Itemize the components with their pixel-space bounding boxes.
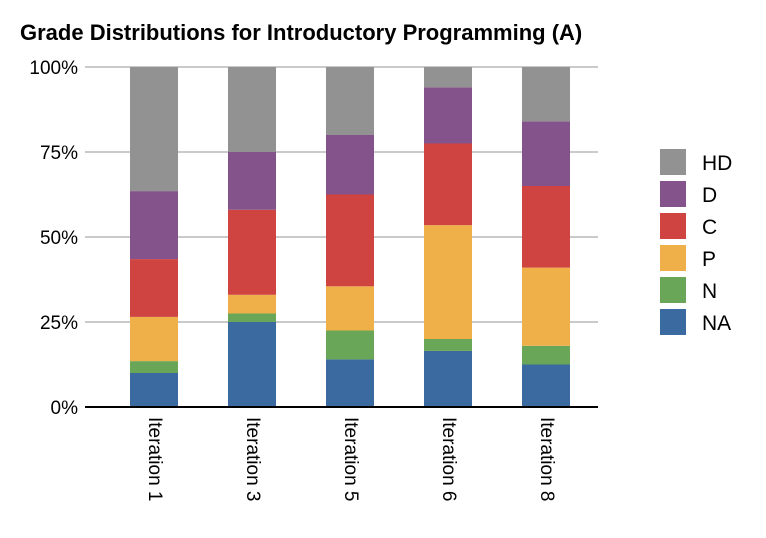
legend-swatch-c [660,213,686,239]
bar-segment-na-5 [522,364,570,407]
bar-segment-hd-1 [130,67,178,192]
bars [130,67,570,407]
legend-swatch-d [660,181,686,207]
y-tick-label: 0% [51,398,79,419]
chart-title: Grade Distributions for Introductory Pro… [20,20,582,45]
bar-segment-p-2 [228,294,276,314]
bar-segment-c-5 [522,186,570,268]
legend-label: N [702,280,717,303]
y-tick-label: 75% [40,143,78,164]
bar-segment-hd-5 [522,67,570,122]
y-tick-label: 25% [40,313,78,334]
bar-segment-p-4 [424,225,472,339]
y-tick-label: 100% [29,58,78,79]
legend-label: D [702,184,717,207]
y-axis-tick-labels: 0% 25% 50% 75% 100% [29,58,78,419]
bar-segment-hd-4 [424,67,472,88]
legend-swatch-p [660,245,686,271]
legend-swatch-na [660,309,686,335]
bar-segment-na-2 [228,322,276,407]
x-category-label: Iteration 5 [340,417,361,502]
bar-segment-d-1 [130,191,178,260]
bar-segment-c-4 [424,143,472,226]
bar-segment-hd-3 [326,67,374,135]
x-category-label: Iteration 6 [438,417,459,502]
bar-segment-hd-2 [228,67,276,152]
legend-label: HD [702,152,732,175]
bar-segment-p-5 [522,267,570,346]
bar-segment-c-2 [228,209,276,295]
legend-label: P [702,248,716,271]
bar-segment-c-1 [130,259,178,317]
y-tick-label: 50% [40,228,78,249]
x-category-label: Iteration 1 [144,417,165,502]
x-category-label: Iteration 8 [536,417,557,502]
x-axis-category-labels: Iteration 1 Iteration 3 Iteration 5 Iterati… [144,417,557,502]
bar-segment-p-3 [326,286,374,331]
bar-segment-n-4 [424,339,472,351]
legend-label: C [702,216,717,239]
bar-segment-n-3 [326,330,374,360]
bar-segment-na-3 [326,359,374,407]
bar-segment-c-3 [326,194,374,287]
legend-swatch-n [660,277,686,303]
bar-segment-d-4 [424,87,472,144]
bar-segment-d-3 [326,135,374,195]
bar-segment-n-2 [228,313,276,322]
bar-segment-na-4 [424,350,472,407]
bar-segment-d-5 [522,121,570,186]
bar-segment-d-2 [228,152,276,210]
legend-label: NA [702,312,731,335]
bar-segment-p-1 [130,316,178,362]
bar-segment-n-5 [522,345,570,365]
legend-swatch-hd [660,149,686,175]
bar-segment-n-1 [130,361,178,373]
x-category-label: Iteration 3 [242,417,263,502]
bar-segment-na-1 [130,373,178,407]
